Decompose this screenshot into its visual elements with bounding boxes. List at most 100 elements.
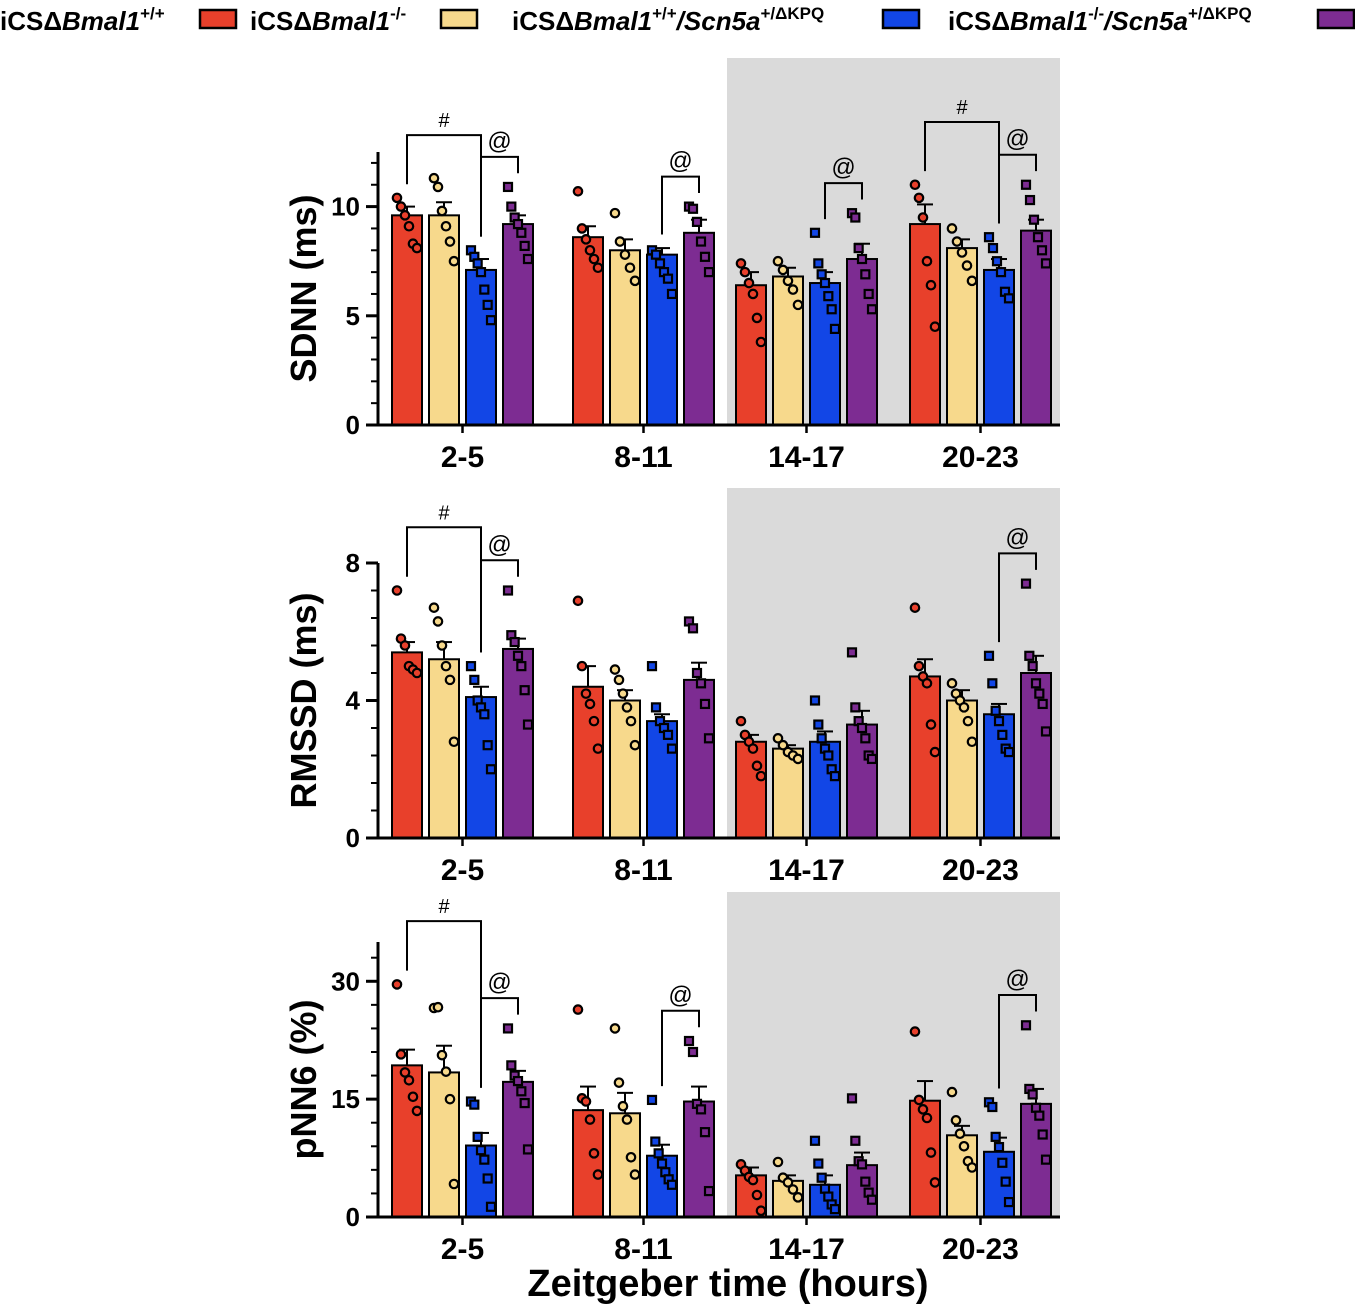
data-point-wt [909, 602, 921, 613]
data-point-wt [411, 242, 423, 254]
legend-swatch-ko_kpq [1316, 8, 1355, 30]
legend-label: iCSΔBmal1-/-/Scn5a+/ΔKPQ [948, 4, 1252, 36]
data-point-ko [621, 1114, 633, 1125]
data-point-wt-kpq [666, 1179, 678, 1190]
data-point-ko [777, 739, 789, 751]
bar-ko-20-23 [946, 247, 978, 426]
data-point-wt-kpq [816, 269, 827, 280]
data-point-wt [929, 321, 941, 333]
legend-swatch-ko [439, 8, 479, 30]
x-tick-label: 2-5 [441, 441, 484, 474]
chart-panels: 0 5 10 2-5 8-11 14-17 20-23 SDNN (ms) # @ @ @ # @0 4 8 2… [283, 58, 1060, 1266]
data-point-wt [925, 719, 937, 730]
data-point-ko-kpq [703, 267, 715, 278]
data-point-ko-kpq [502, 181, 514, 193]
data-point-ko-kpq [502, 1023, 514, 1034]
data-point-wt-kpq [829, 771, 841, 782]
data-point-ko-kpq [1040, 258, 1052, 269]
bar-wt-kpq-2-5 [465, 268, 497, 426]
data-point-ko [440, 220, 452, 232]
bar-ko-2-5 [428, 1071, 460, 1219]
data-point-wt-kpq [482, 1173, 493, 1184]
data-point-ko-kpq [1027, 1089, 1038, 1100]
data-point-wt [399, 1067, 411, 1078]
legend-genotype-sup: +/+ [140, 4, 165, 23]
x-axis-title: Zeitgeber time (hours) [527, 1263, 928, 1305]
significance-symbol-hash: # [438, 502, 450, 524]
data-point-wt-kpq [479, 1154, 490, 1165]
data-point-wt-kpq [475, 1145, 487, 1156]
data-point-ko [792, 753, 804, 765]
data-point-ko-kpq [695, 236, 707, 247]
data-point-ko [956, 247, 968, 258]
data-point-wt-kpq [472, 258, 483, 269]
bar-wt-14-17 [735, 740, 767, 839]
panel-1: 0 5 10 2-5 8-11 14-17 20-23 SDNN (ms) # @ @ @ # @ [283, 58, 1060, 474]
data-point-wt-kpq [809, 227, 821, 238]
data-point-wt-kpq [990, 1131, 1001, 1142]
y-axis-title: pNN6 (%) [283, 1000, 324, 1160]
data-point-wt [755, 1205, 767, 1217]
x-tick-label: 8-11 [614, 1233, 672, 1266]
data-point-ko-kpq [522, 719, 534, 730]
data-point-wt [411, 1105, 423, 1117]
data-point-wt [391, 192, 403, 204]
data-point-wt-kpq [479, 284, 490, 295]
legend-genotype-sup: +/+ [652, 4, 677, 23]
legend-genotype-sup: -/- [1088, 4, 1104, 23]
significance-symbol-hash: # [438, 896, 450, 918]
legend-gene: Bmal1 [312, 6, 390, 36]
data-point-wt [929, 746, 941, 758]
data-point-wt-kpq [990, 705, 1001, 716]
data-point-ko-kpq [866, 753, 878, 765]
data-point-ko-kpq [853, 242, 864, 254]
data-point-ko [609, 207, 621, 219]
data-point-ko [621, 702, 633, 713]
panel-3: 0 15 30 2-5 8-11 14-17 20-23 pNN6 (%) # @ @ @ [283, 892, 1060, 1266]
bar-wt-14-17 [735, 284, 767, 426]
data-point-wt [739, 266, 751, 278]
data-point-ko [966, 275, 978, 287]
significance-symbol-at: @ [487, 128, 511, 155]
data-point-ko [946, 1086, 958, 1098]
x-tick-label: 20-23 [942, 441, 1019, 474]
bar-wt-2-5 [391, 1064, 423, 1219]
data-point-ko [966, 736, 978, 748]
x-tick-label: 14-17 [768, 854, 845, 887]
data-point-ko [792, 1192, 804, 1203]
data-point-wt-kpq [650, 249, 662, 260]
data-point-ko-kpq [1028, 214, 1040, 225]
data-point-wt-kpq [991, 256, 1003, 267]
data-point-wt [588, 715, 600, 727]
data-point-ko-kpq [519, 1097, 530, 1109]
data-point-ko-kpq [502, 585, 514, 596]
legend-genotype-sup: -/- [390, 4, 406, 23]
x-tick-label: 20-23 [942, 1233, 1019, 1266]
data-point-ko [428, 602, 440, 613]
data-point-ko [613, 674, 625, 686]
data-point-ko [946, 678, 958, 689]
data-point-ko [772, 255, 784, 267]
data-point-wt [584, 244, 596, 256]
data-point-wt [909, 1026, 921, 1037]
data-point-wt-kpq [987, 678, 998, 689]
x-tick-label: 2-5 [441, 1233, 484, 1266]
data-point-wt-kpq [816, 1172, 827, 1183]
data-point-wt-kpq [809, 695, 821, 706]
data-point-ko-kpq [1030, 678, 1042, 689]
data-point-ko-kpq [699, 251, 711, 262]
significance-symbol-at: @ [1005, 126, 1029, 153]
data-point-ko-kpq [1020, 1020, 1032, 1031]
legend-swatch-wt [198, 8, 238, 30]
data-point-wt-kpq [1003, 1196, 1015, 1208]
data-point-wt-kpq [654, 258, 666, 269]
data-point-ko [440, 660, 452, 672]
data-point-ko [629, 275, 641, 287]
data-point-wt [755, 336, 767, 348]
data-point-wt [921, 678, 933, 689]
data-point-wt-kpq [482, 740, 493, 751]
data-point-ko [961, 260, 973, 271]
data-point-ko-kpq [516, 661, 527, 672]
data-point-ko-kpq [519, 240, 530, 252]
data-point-ko-kpq [695, 1104, 707, 1115]
